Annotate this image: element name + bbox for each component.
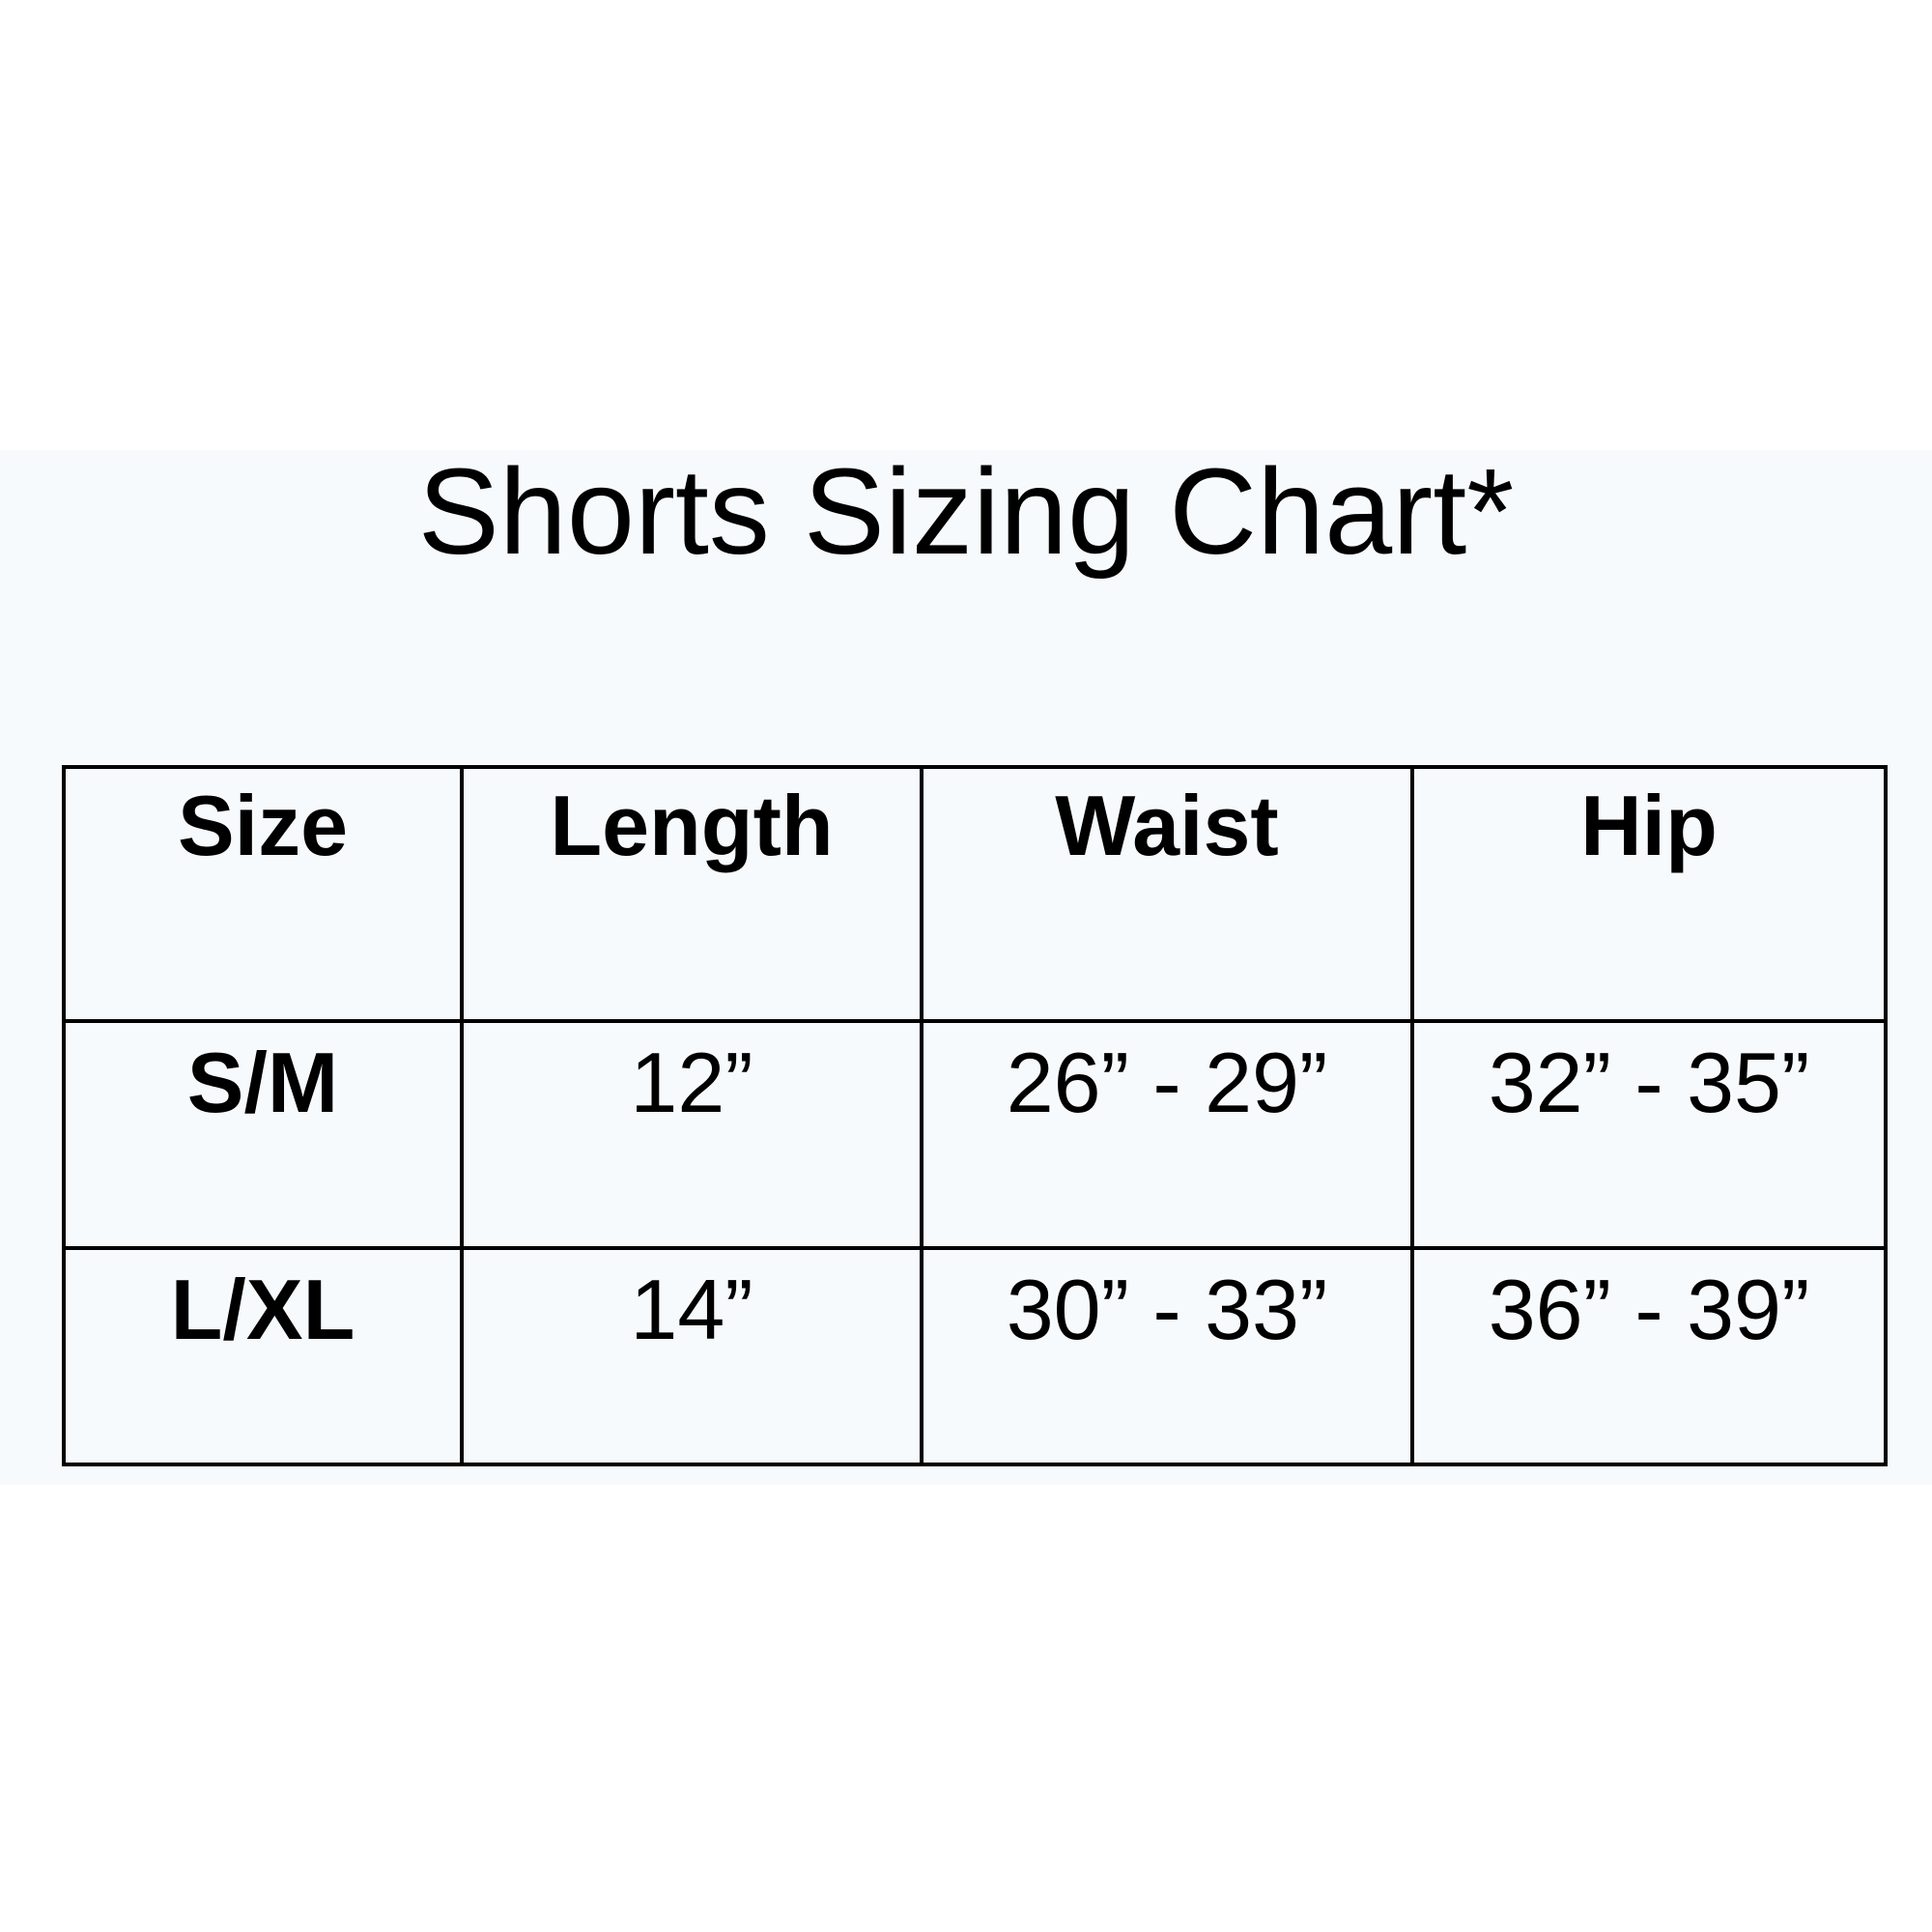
cell-hip: 32” - 35”: [1410, 1019, 1888, 1250]
header-size: Size: [62, 765, 464, 1023]
page-title: Shorts Sizing Chart*: [417, 443, 1515, 580]
header-length: Length: [460, 765, 923, 1023]
cell-size: L/XL: [62, 1246, 464, 1466]
header-row: Size Length Waist Hip: [62, 765, 1888, 1023]
cell-length: 12”: [460, 1019, 923, 1250]
table-row: S/M 12” 26” - 29” 32” - 35”: [62, 1019, 1888, 1250]
cell-length: 14”: [460, 1246, 923, 1466]
header-hip: Hip: [1410, 765, 1888, 1023]
cell-size: S/M: [62, 1019, 464, 1250]
cell-hip: 36” - 39”: [1410, 1246, 1888, 1466]
sizing-table: Size Length Waist Hip S/M 12” 26” - 29” …: [62, 765, 1888, 1466]
cell-waist: 26” - 29”: [920, 1019, 1414, 1250]
table-row: L/XL 14” 30” - 33” 36” - 39”: [62, 1246, 1888, 1466]
cell-waist: 30” - 33”: [920, 1246, 1414, 1466]
header-waist: Waist: [920, 765, 1414, 1023]
